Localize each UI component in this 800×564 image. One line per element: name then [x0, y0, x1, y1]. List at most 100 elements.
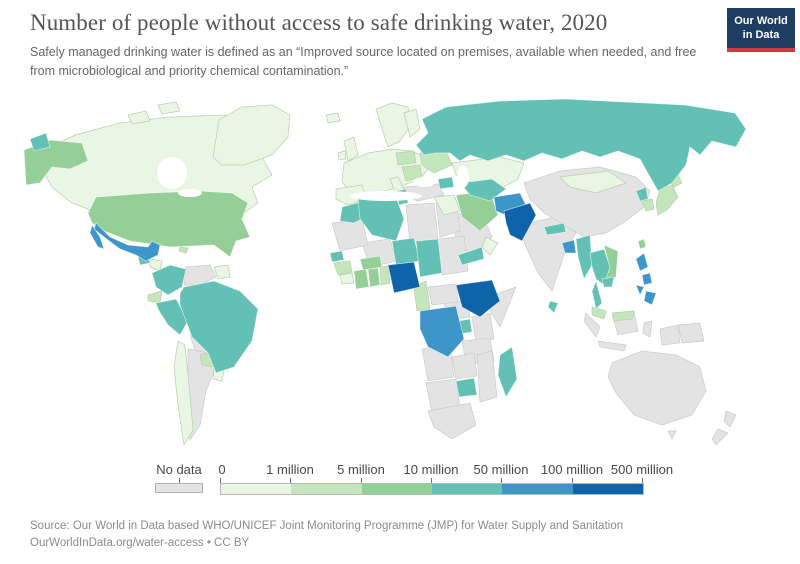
country-mozambique[interactable]: Mozambique — No data: [476, 350, 498, 403]
country-venezuela[interactable]: Venezuela — No data: [183, 264, 217, 286]
country-bangladesh[interactable]: Bangladesh — 50–100 million: [561, 239, 577, 254]
page-title: Number of people without access to safe …: [30, 10, 608, 35]
country-syria-iraq[interactable]: Syria and Iraq — 0–1 million: [433, 194, 461, 216]
legend-segment-50-100m[interactable]: [502, 484, 573, 494]
country-sierra-leone-liberia[interactable]: Sierra Leone and Liberia — 0–1 million: [339, 272, 355, 285]
legend-tick-label-3: 10 million: [403, 462, 459, 477]
legend-segment-100-500m[interactable]: [572, 484, 643, 494]
country-drc[interactable]: Democratic Republic of Congo — 50–100 mi…: [419, 305, 465, 358]
legend-tick: [501, 478, 502, 483]
country-north-korea[interactable]: North Korea — 10–50 million: [635, 186, 649, 202]
legend-tick: [290, 478, 291, 483]
country-cameroon[interactable]: Cameroon — 1–5 million: [413, 280, 431, 312]
source-line: Source: Our World in Data based WHO/UNIC…: [30, 520, 624, 532]
country-kenya[interactable]: Kenya — No data: [471, 312, 495, 343]
country-ireland[interactable]: Ireland — 0–1 million: [337, 150, 347, 161]
country-colombia[interactable]: Colombia — 10–50 million: [151, 264, 187, 296]
water-body: [350, 191, 422, 201]
country-south-africa[interactable]: South Africa — No data: [427, 402, 477, 440]
country-iceland[interactable]: Iceland — 0–1 million: [325, 112, 341, 124]
world-map-svg: Venezuela — No dataBolivia — No dataArge…: [23, 98, 747, 447]
country-guinea[interactable]: Guinea — 1–5 million: [333, 260, 353, 276]
source-link-line[interactable]: OurWorldInData.org/water-access • CC BY: [30, 537, 250, 549]
country-australia[interactable]: Australia — No data: [607, 350, 707, 440]
legend-tick: [431, 478, 432, 483]
country-central-african-republic[interactable]: Central African Republic — No data: [427, 283, 459, 306]
country-finland[interactable]: Finland — 0–1 million: [403, 108, 421, 138]
country-sri-lanka[interactable]: Sri Lanka — 10–50 million: [547, 300, 559, 314]
country-zimbabwe[interactable]: Zimbabwe — 10–50 million: [455, 377, 478, 398]
country-brazil[interactable]: Brazil — 10–50 million: [179, 280, 259, 374]
country-togo-benin[interactable]: Togo and Benin — 1–5 million: [379, 265, 391, 286]
country-cambodia[interactable]: Cambodia — 10–50 million: [601, 276, 615, 288]
legend-tick-label-1: 1 million: [266, 462, 314, 477]
country-ghana[interactable]: Ghana — 5–10 million: [367, 267, 381, 288]
chart-header: Number of people without access to safe …: [30, 10, 720, 81]
country-papua-new-guinea[interactable]: Papua New Guinea — No data: [677, 322, 705, 344]
country-pakistan[interactable]: Pakistan — 100–500 million: [503, 202, 537, 242]
legend-segment-10-50m[interactable]: [431, 484, 503, 494]
country-hispaniola[interactable]: Hispaniola — 1–5 million: [178, 246, 189, 254]
legend-tick: [572, 478, 573, 483]
country-nigeria[interactable]: Nigeria — 100–500 million: [387, 261, 421, 294]
country-poland-region[interactable]: Poland — 1–5 million: [395, 150, 417, 166]
country-chile[interactable]: Chile — 0–1 million: [173, 340, 194, 447]
country-mexico[interactable]: Mexico — 50–100 million: [89, 222, 161, 262]
country-ethiopia[interactable]: Ethiopia — 100–500 million: [455, 279, 501, 318]
country-united-states[interactable]: United States — 5–10 million: [23, 139, 251, 258]
legend-tick: [642, 478, 643, 483]
country-yemen[interactable]: Yemen — 10–50 million: [457, 246, 485, 266]
country-ecuador[interactable]: Ecuador — 1–5 million: [147, 290, 163, 304]
legend-tick-label-0: 0: [218, 462, 226, 477]
legend-no-data-swatch[interactable]: [155, 483, 203, 493]
water-body: [178, 189, 202, 197]
legend-segment-1-5m[interactable]: [291, 484, 362, 494]
country-central-asia[interactable]: Uzbekistan and Turkmenistan — 10–50 mill…: [459, 178, 507, 202]
owid-logo-line2: in Data: [742, 29, 780, 42]
legend-color-bar: [220, 483, 644, 495]
country-malaysia[interactable]: Malaysia — 1–5 million: [591, 306, 607, 320]
country-chad[interactable]: Chad — 10–50 million: [415, 238, 443, 278]
country-guyana-suriname[interactable]: Guyana and Suriname — 0–1 million: [213, 264, 231, 280]
country-chukotka[interactable]: Russia (Chukotka) — 10–50 million: [29, 132, 51, 152]
country-senegal[interactable]: Senegal — 10–50 million: [329, 250, 345, 263]
country-nepal[interactable]: Nepal — 10–50 million: [543, 222, 567, 236]
water-body: [457, 166, 469, 188]
country-malaysia-borneo[interactable]: Malaysia (Borneo) — 1–5 million: [611, 310, 635, 322]
country-cote-divoire[interactable]: Côte d'Ivoire — 5–10 million: [353, 268, 370, 290]
country-taiwan[interactable]: Taiwan — 5–10 million: [637, 238, 647, 250]
legend-tick: [179, 478, 180, 483]
country-arctic-islands[interactable]: Arctic Islands — 0–1 million: [127, 101, 181, 125]
country-myanmar[interactable]: Myanmar — 10–50 million: [575, 234, 593, 280]
country-new-zealand[interactable]: New Zealand — No data: [711, 410, 737, 446]
legend-segment-0-1m[interactable]: [221, 484, 292, 494]
country-indonesia[interactable]: Indonesia — No data: [583, 310, 681, 352]
country-oman[interactable]: Oman — 0–1 million: [481, 236, 499, 256]
country-peru[interactable]: Peru — 10–50 million: [155, 298, 189, 336]
owid-logo[interactable]: Our World in Data: [727, 8, 795, 52]
country-burkina-faso[interactable]: Burkina Faso — 5–10 million: [359, 255, 383, 271]
country-libya[interactable]: Libya — No data: [405, 202, 439, 244]
country-mongolia[interactable]: Mongolia — 0–1 million: [559, 170, 627, 194]
country-south-korea[interactable]: South Korea — 1–5 million: [641, 198, 655, 212]
country-greenland[interactable]: Greenland — 0–1 million: [212, 104, 291, 166]
country-scandinavia[interactable]: Scandinavia — 0–1 million: [375, 102, 413, 148]
chart-subtitle: Safely managed drinking water is defined…: [30, 45, 697, 78]
country-madagascar[interactable]: Madagascar — 10–50 million: [497, 346, 518, 398]
legend-segment-5-10m[interactable]: [361, 484, 432, 494]
country-philippines[interactable]: Philippines — 50–100 million: [635, 252, 657, 306]
country-balkans-romania[interactable]: Romania and Balkans — 1–5 million: [401, 164, 423, 182]
water-body: [157, 157, 187, 189]
country-united-kingdom[interactable]: United Kingdom — 0–1 million: [343, 136, 359, 162]
legend-tick: [361, 478, 362, 483]
legend-tick: [220, 478, 221, 483]
legend-no-data-label: No data: [156, 462, 202, 477]
legend-tick-label-6: 500 million: [610, 462, 674, 477]
country-mauritania[interactable]: Mauritania — No data: [331, 218, 369, 252]
country-zambia[interactable]: Zambia — No data: [451, 352, 478, 380]
water-body: [413, 177, 435, 187]
legend-tick-label-5: 100 million: [540, 462, 604, 477]
country-caucasus[interactable]: Azerbaijan — 10–50 million: [437, 176, 455, 190]
country-russia[interactable]: Russia — 10–50 million: [415, 98, 747, 192]
